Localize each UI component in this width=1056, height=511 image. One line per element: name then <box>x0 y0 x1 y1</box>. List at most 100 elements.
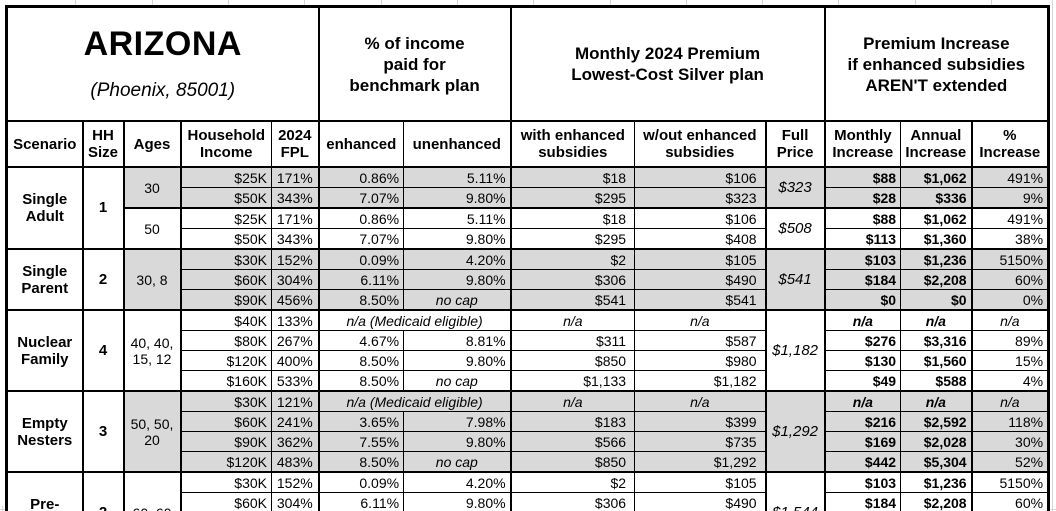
cell-without-subsidies: $541 <box>634 289 767 311</box>
cell-with-subsidies: $311 <box>510 330 636 351</box>
col-header-household-income: Household Income <box>180 120 272 168</box>
cell-annual-increase: $588 <box>900 370 973 392</box>
cell-annual-increase: $2,208 <box>900 492 973 511</box>
cell-annual-increase: $2,208 <box>900 269 973 290</box>
cell-household-income: $120K <box>180 350 272 371</box>
cell-fpl: 400% <box>270 350 320 371</box>
cell-pct-increase: 9% <box>971 187 1050 209</box>
group-header-row: ARIZONA (Phoenix, 85001) % of income pai… <box>5 6 1050 122</box>
cell-pct-increase: 89% <box>971 330 1050 351</box>
cell-annual-increase: $1,236 <box>900 248 973 270</box>
cell-fpl: 152% <box>270 471 320 493</box>
cell-annual-increase: $1,360 <box>900 228 973 250</box>
cell-with-subsidies: $2 <box>510 471 636 493</box>
cell-unenhanced-pct: 4.20% <box>403 471 512 493</box>
cell-monthly-increase: $276 <box>824 330 902 351</box>
table-row: $160K 533% 8.50% no cap $1,133 $1,182 $49 $588 4… <box>7 370 1050 392</box>
cell-full-price: $508 <box>765 207 826 250</box>
state-title: ARIZONA <box>83 25 242 63</box>
cell-annual-increase: $1,560 <box>900 350 973 371</box>
cell-monthly-increase: $216 <box>824 411 902 432</box>
state-location: (Phoenix, 85001) <box>90 80 236 101</box>
cell-household-income: $90K <box>180 289 272 311</box>
cell-household-income: $50K <box>180 228 272 250</box>
cell-fpl: 343% <box>270 228 320 250</box>
cell-unenhanced-pct: 9.80% <box>403 187 512 209</box>
table-row: Nuclear Family 4 40, 40, 15, 12 $40K 133% n/a… <box>6 309 1050 392</box>
cell-monthly-increase: n/a <box>824 309 902 331</box>
cell-hh-size: 1 <box>82 166 125 250</box>
table-row: 50 $25K 171% 0.86% 5.11% $18 $106 $508 $88 $1,062… <box>7 207 1050 250</box>
cell-household-income: $25K <box>180 207 272 229</box>
cell-without-subsidies: $1,292 <box>634 451 767 473</box>
cell-without-subsidies: $980 <box>634 350 767 371</box>
cell-household-income: $30K <box>180 248 272 270</box>
cell-unenhanced-pct: 7.98% <box>403 411 512 432</box>
cell-ages: 30, 8 <box>123 248 182 311</box>
cell-fpl: 152% <box>270 248 320 270</box>
cell-fpl: 456% <box>270 289 320 311</box>
cell-unenhanced-pct: 5.11% <box>403 207 512 229</box>
col-header-pct-increase: % Increase <box>971 120 1050 168</box>
cell-pct-increase: 38% <box>971 228 1050 250</box>
cell-monthly-increase: $0 <box>824 289 902 311</box>
cell-without-subsidies: $399 <box>634 411 767 432</box>
cell-monthly-increase: $28 <box>824 187 902 209</box>
cell-unenhanced-pct: 9.80% <box>403 431 512 452</box>
cell-with-subsidies: $1,133 <box>510 370 636 392</box>
cell-without-subsidies: $1,182 <box>634 370 767 392</box>
cell-household-income: $50K <box>180 187 272 209</box>
cell-monthly-increase: $103 <box>824 471 902 493</box>
cell-with-subsidies: $850 <box>510 350 636 371</box>
group-header-premium: Monthly 2024 Premium Lowest-Cost Silver … <box>510 6 826 122</box>
cell-without-subsidies: $323 <box>634 187 767 209</box>
cell-full-price: $323 <box>765 166 826 209</box>
cell-unenhanced-pct: 9.80% <box>403 228 512 250</box>
table-row: $60K 241% 3.65% 7.98% $183 $399 $216 $2,592 118% <box>7 411 1050 432</box>
cell-household-income: $60K <box>180 411 272 432</box>
cell-household-income: $40K <box>180 309 272 331</box>
table-row: $60K 304% 6.11% 9.80% $306 $490 $184 $2,208 60% <box>7 269 1050 290</box>
cell-monthly-increase: n/a <box>824 390 902 412</box>
cell-pct-increase: 60% <box>971 492 1050 511</box>
col-header-enhanced: enhanced <box>318 120 405 168</box>
cell-enhanced-pct: 7.55% <box>318 431 405 452</box>
cell-pct-increase: 491% <box>971 166 1050 188</box>
cell-unenhanced-pct: 4.20% <box>403 248 512 270</box>
cell-fpl: 133% <box>270 309 320 331</box>
cell-enhanced-pct: 8.50% <box>318 451 405 473</box>
cell-pct-increase: 5150% <box>971 471 1050 493</box>
cell-fpl: 483% <box>270 451 320 473</box>
cell-ages: 60, 60 <box>123 471 182 511</box>
cell-enhanced-pct: 8.50% <box>318 289 405 311</box>
cell-pct-increase: 52% <box>971 451 1050 473</box>
cell-with-subsidies: $183 <box>510 411 636 432</box>
cell-scenario: Nuclear Family <box>6 309 84 392</box>
cell-fpl: 304% <box>270 492 320 511</box>
cell-enhanced-pct: 7.07% <box>318 187 405 209</box>
cell-with-subsidies: n/a <box>510 390 636 412</box>
cell-without-subsidies: $105 <box>634 471 767 493</box>
cell-monthly-increase: $184 <box>824 269 902 290</box>
cell-medicaid-note: n/a (Medicaid eligible) <box>318 309 512 331</box>
col-header-annual-increase: Annual Increase <box>900 120 973 168</box>
cell-ages: 40, 40, 15, 12 <box>123 309 182 392</box>
cell-household-income: $60K <box>180 492 272 511</box>
cell-ages: 50, 50, 20 <box>123 390 182 473</box>
group-header-premium-increase: Premium Increase if enhanced subsidies A… <box>824 6 1050 122</box>
cell-fpl: 121% <box>270 390 320 412</box>
cell-monthly-increase: $88 <box>824 166 902 188</box>
col-header-unenhanced: unenhanced <box>403 120 512 168</box>
cell-enhanced-pct: 4.67% <box>318 330 405 351</box>
cell-full-price: $1,292 <box>765 390 826 473</box>
cell-medicaid-note: n/a (Medicaid eligible) <box>318 390 512 412</box>
cell-hh-size: 4 <box>82 309 125 392</box>
cell-without-subsidies: $105 <box>634 248 767 270</box>
col-header-monthly-increase: Monthly Increase <box>824 120 902 168</box>
cell-hh-size: 2 <box>82 471 125 511</box>
table-row: Single Parent 2 30, 8 $30K 152% 0.09% 4.20% $2 $… <box>6 248 1050 311</box>
col-header-hh-size: HH Size <box>82 120 125 168</box>
cell-annual-increase: $1,236 <box>900 471 973 493</box>
cell-fpl: 362% <box>270 431 320 452</box>
cell-annual-increase: $2,028 <box>900 431 973 452</box>
